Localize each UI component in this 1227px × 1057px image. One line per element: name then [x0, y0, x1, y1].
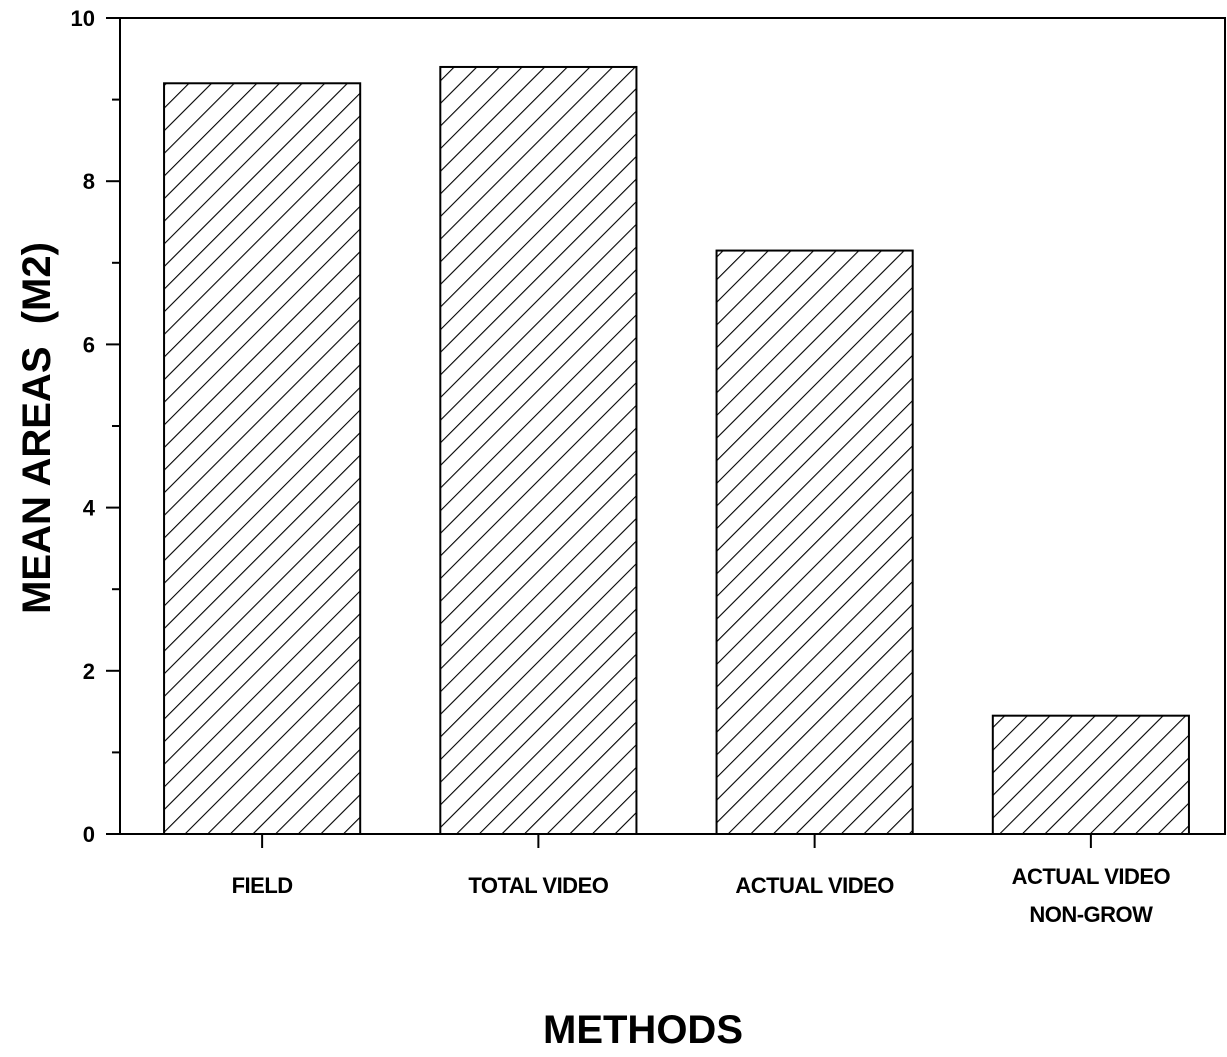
- y-tick-label: 8: [83, 169, 95, 194]
- bar: [439, 65, 638, 835]
- bar: [163, 82, 362, 835]
- y-tick-label: 0: [83, 822, 95, 847]
- x-tick-label: ACTUAL VIDEO: [735, 873, 894, 898]
- x-tick-labels: FIELD TOTAL VIDEO ACTUAL VIDEO ACTUAL VIDEO…: [232, 864, 1171, 927]
- y-tick-label: 2: [83, 659, 95, 684]
- x-axis-title: METHODS: [543, 1008, 743, 1052]
- x-tick-label: ACTUAL VIDEO: [1012, 864, 1171, 889]
- x-tick-label: TOTAL VIDEO: [468, 873, 608, 898]
- y-axis-title: MEAN AREAS (M2): [15, 242, 59, 614]
- bar: [715, 249, 914, 835]
- y-ticks: 0 2 4 6 8 10: [71, 6, 120, 847]
- y-tick-label: 4: [83, 496, 96, 521]
- x-tick-label: FIELD: [232, 873, 293, 898]
- bars: [163, 65, 1190, 848]
- y-tick-label: 6: [83, 332, 95, 357]
- y-tick-label: 10: [71, 6, 95, 31]
- bar: [991, 714, 1190, 835]
- x-tick-label: NON-GROW: [1029, 902, 1153, 927]
